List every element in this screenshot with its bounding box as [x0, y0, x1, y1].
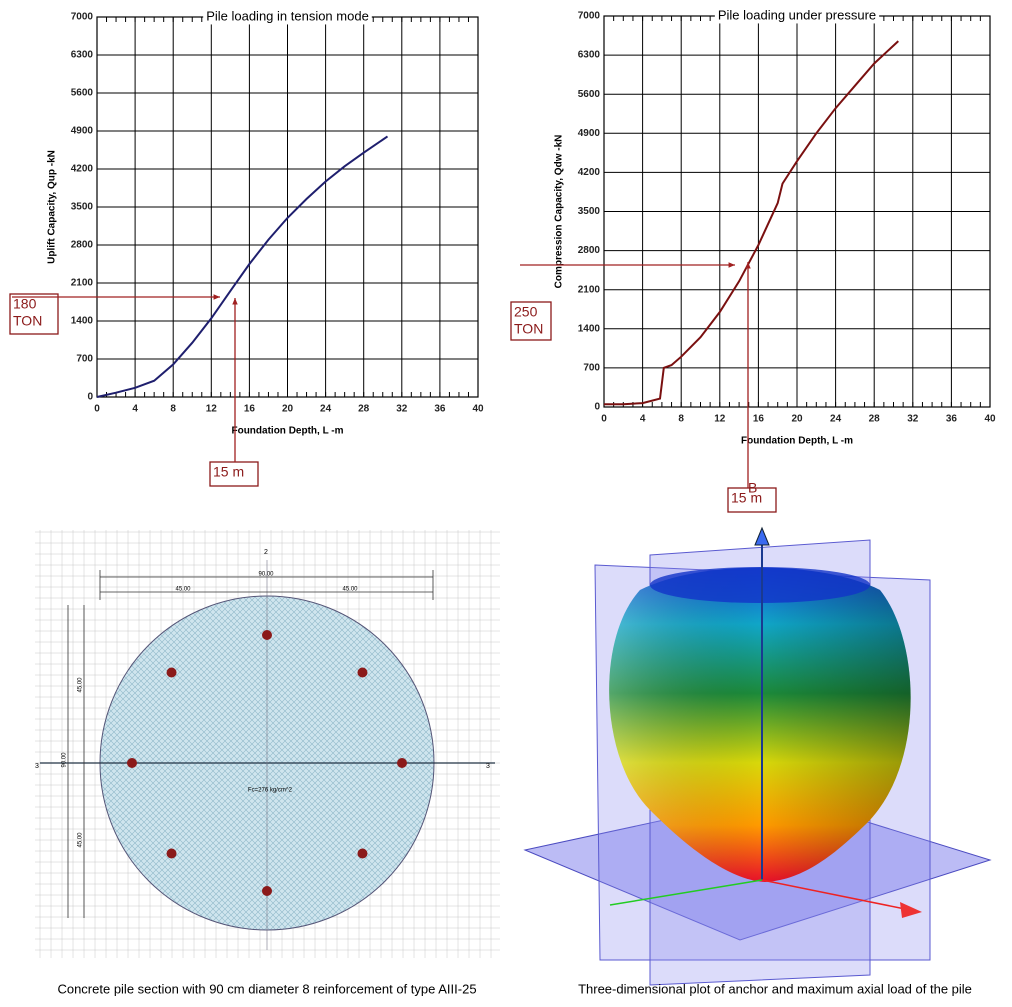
annotation-text: TON: [13, 313, 42, 329]
chart-title: Pile loading in tension mode: [206, 8, 369, 23]
x-tick-label: 4: [640, 414, 646, 425]
dimension-text: 90.00: [258, 572, 274, 578]
y-tick-label: 700: [583, 363, 600, 374]
dimension-text: 90.00: [62, 752, 68, 768]
annotation-text: 250: [514, 304, 538, 320]
y-tick-label: 2100: [71, 278, 94, 289]
annotation-text: TON: [514, 321, 543, 337]
annotation-text: 15 m: [213, 464, 244, 480]
x-tick-label: 4: [132, 404, 138, 415]
rebar: [262, 630, 272, 640]
dimension-text: 45.00: [175, 587, 191, 593]
x-tick-label: 0: [94, 404, 100, 415]
y-tick-label: 4200: [71, 164, 94, 175]
y-tick-label: 3500: [578, 206, 601, 217]
dimension-text: 45.00: [78, 832, 84, 848]
arrow-head: [755, 528, 769, 545]
axis-label: 2: [264, 549, 268, 556]
x-tick-label: 28: [869, 414, 881, 425]
y-tick-label: 5600: [578, 89, 601, 100]
annotation-text: 15 m: [731, 490, 762, 506]
annotation-text: 180: [13, 296, 37, 312]
rebar: [397, 758, 407, 768]
x-tick-label: 32: [396, 404, 408, 415]
rebar: [167, 849, 177, 859]
surface-top: [650, 567, 870, 603]
caption: Concrete pile section with 90 cm diamete…: [57, 981, 476, 996]
y-tick-label: 7000: [71, 12, 94, 23]
x-tick-label: 0: [601, 414, 607, 425]
x-axis-label: Foundation Depth, L -m: [741, 436, 853, 447]
x-tick-label: 12: [714, 414, 726, 425]
y-tick-label: 6300: [578, 50, 601, 61]
pile-section: 2 3 3 90.00 45.00 45.00 90.00 45.00 45.0…: [35, 530, 500, 996]
3d-plot: Three-dimensional plot of anchor and max…: [525, 528, 990, 996]
y-tick-label: 7000: [578, 11, 601, 22]
x-tick-label: 24: [830, 414, 842, 425]
x-tick-label: 16: [753, 414, 765, 425]
rebar: [127, 758, 137, 768]
material-text: Fc=276 kg/cm^2: [248, 788, 293, 794]
rebar: [167, 667, 177, 677]
y-axis-label: Uplift Capacity, Qup -kN: [47, 150, 58, 264]
y-tick-label: 1400: [578, 323, 601, 334]
x-tick-label: 24: [320, 404, 332, 415]
x-tick-label: 40: [472, 404, 484, 415]
y-tick-label: 4900: [71, 126, 94, 137]
rebar: [357, 667, 367, 677]
x-tick-label: 36: [946, 414, 958, 425]
x-tick-label: 8: [678, 414, 684, 425]
rebar: [262, 886, 272, 896]
y-tick-label: 6300: [71, 50, 94, 61]
y-tick-label: 4200: [578, 167, 601, 178]
y-tick-label: 700: [76, 354, 93, 365]
y-tick-label: 2100: [578, 284, 601, 295]
x-tick-label: 20: [282, 404, 294, 415]
x-tick-label: 12: [206, 404, 218, 415]
x-tick-label: 32: [907, 414, 919, 425]
rebar: [357, 849, 367, 859]
chart-title: Pile loading under pressure: [718, 7, 876, 22]
axis-label: 3: [486, 763, 490, 770]
y-tick-label: 1400: [71, 316, 94, 327]
y-tick-label: 0: [87, 392, 93, 403]
x-tick-label: 28: [358, 404, 370, 415]
x-tick-label: 16: [244, 404, 256, 415]
y-tick-label: 4900: [578, 128, 601, 139]
figure: 2 3 3 90.00 45.00 45.00 90.00 45.00 45.0…: [0, 0, 1012, 1002]
x-tick-label: 20: [791, 414, 803, 425]
dimension-text: 45.00: [78, 677, 84, 693]
x-tick-label: 8: [170, 404, 176, 415]
x-tick-label: 36: [434, 404, 446, 415]
dimension-text: 45.00: [342, 587, 358, 593]
y-tick-label: 3500: [71, 202, 94, 213]
x-tick-label: 40: [984, 414, 996, 425]
x-axis-label: Foundation Depth, L -m: [231, 426, 343, 437]
axis-label: 3: [35, 763, 39, 770]
caption: Three-dimensional plot of anchor and max…: [578, 981, 972, 996]
y-tick-label: 0: [594, 402, 600, 413]
y-tick-label: 2800: [71, 240, 94, 251]
y-tick-label: 5600: [71, 88, 94, 99]
annotation-text: B: [748, 480, 757, 496]
y-tick-label: 2800: [578, 245, 601, 256]
